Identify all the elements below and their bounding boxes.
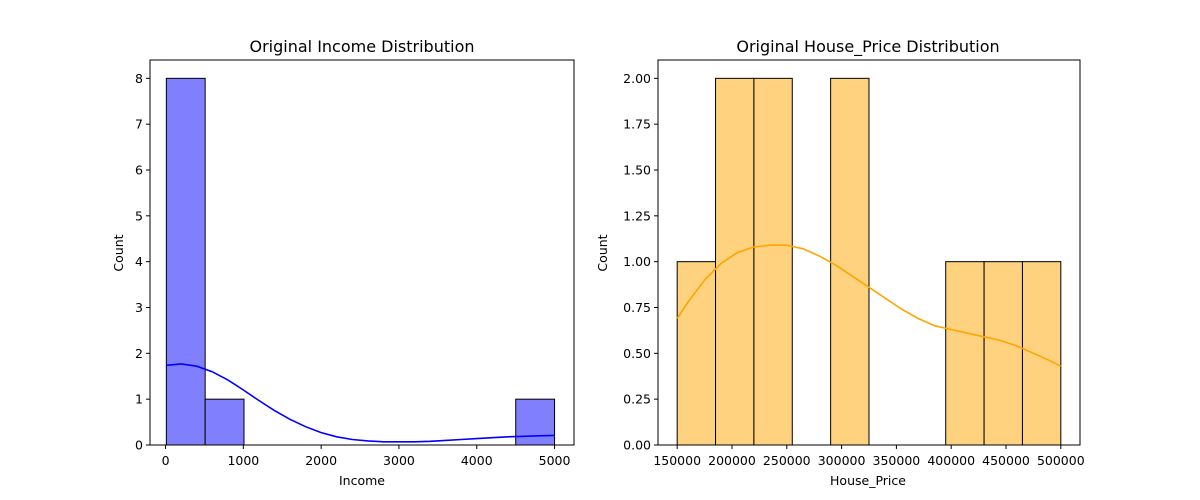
y-axis-label: Count bbox=[111, 234, 126, 271]
y-tick-label: 0.75 bbox=[623, 300, 651, 315]
plot-area: 0 1000 2000 3000 4000 5000 0 1 2 3 4 5 6 7 8 bbox=[135, 59, 575, 468]
y-tick-label: 0.25 bbox=[623, 392, 651, 407]
histogram-bar bbox=[1021, 261, 1062, 446]
y-axis-label: Count bbox=[595, 234, 610, 271]
x-tick-label: 0 bbox=[162, 453, 170, 468]
y-tick-label: 0.00 bbox=[623, 438, 651, 453]
x-tick-label: 450000 bbox=[982, 453, 1030, 468]
chart-title: Original House_Price Distribution bbox=[736, 37, 999, 57]
axes-frame bbox=[657, 59, 1081, 446]
x-tick-label: 4000 bbox=[461, 453, 493, 468]
histogram-bar bbox=[515, 398, 556, 446]
y-tick-label: 1.50 bbox=[623, 163, 651, 178]
x-tick-label: 150000 bbox=[653, 453, 701, 468]
y-tick-label: 4 bbox=[135, 254, 143, 269]
y-tick-label: 2.00 bbox=[623, 71, 651, 86]
y-tick-label: 2 bbox=[135, 346, 143, 361]
y-tick-label: 1 bbox=[135, 392, 143, 407]
x-tick-label: 3000 bbox=[383, 453, 415, 468]
axes-frame bbox=[149, 59, 575, 446]
y-tick-label: 8 bbox=[135, 71, 143, 86]
x-tick-label: 250000 bbox=[763, 453, 811, 468]
x-tick-label: 2000 bbox=[305, 453, 337, 468]
x-tick-label: 5000 bbox=[539, 453, 571, 468]
kde-curve bbox=[676, 244, 1062, 367]
x-tick-label: 350000 bbox=[873, 453, 921, 468]
y-tick-label: 3 bbox=[135, 300, 143, 315]
x-tick-label: 400000 bbox=[927, 453, 975, 468]
histogram-bar bbox=[983, 261, 1023, 446]
x-axis-label: House_Price bbox=[830, 473, 906, 488]
x-tick-label: 300000 bbox=[818, 453, 866, 468]
histogram-bar bbox=[676, 261, 717, 446]
histogram-bar bbox=[945, 261, 985, 446]
y-tick-label: 5 bbox=[135, 208, 143, 223]
histogram-bar bbox=[830, 77, 870, 446]
histogram-bar bbox=[204, 398, 245, 446]
y-tick-label: 0.50 bbox=[623, 346, 651, 361]
chart-title: Original Income Distribution bbox=[250, 37, 475, 56]
house-price-histogram-panel: Original House_Price Distribution 150000… bbox=[595, 37, 1085, 488]
x-tick-label: 500000 bbox=[1037, 453, 1085, 468]
x-axis-label: Income bbox=[339, 473, 385, 488]
histogram-bar bbox=[165, 77, 206, 446]
plot-area: 150000 200000 250000 300000 350000 400000 4500… bbox=[623, 59, 1085, 468]
x-tick-label: 200000 bbox=[708, 453, 756, 468]
y-tick-label: 0 bbox=[135, 438, 143, 453]
y-tick-label: 1.25 bbox=[623, 208, 651, 223]
y-tick-label: 6 bbox=[135, 163, 143, 178]
y-tick-label: 1.75 bbox=[623, 117, 651, 132]
y-tick-label: 1.00 bbox=[623, 254, 651, 269]
y-tick-label: 7 bbox=[135, 117, 143, 132]
histogram-bar bbox=[753, 77, 793, 446]
x-tick-label: 1000 bbox=[227, 453, 259, 468]
kde-curve bbox=[166, 363, 555, 443]
income-histogram-panel: Original Income Distribution 0 1000 2000 30… bbox=[111, 37, 575, 488]
histogram-bar bbox=[715, 77, 755, 446]
